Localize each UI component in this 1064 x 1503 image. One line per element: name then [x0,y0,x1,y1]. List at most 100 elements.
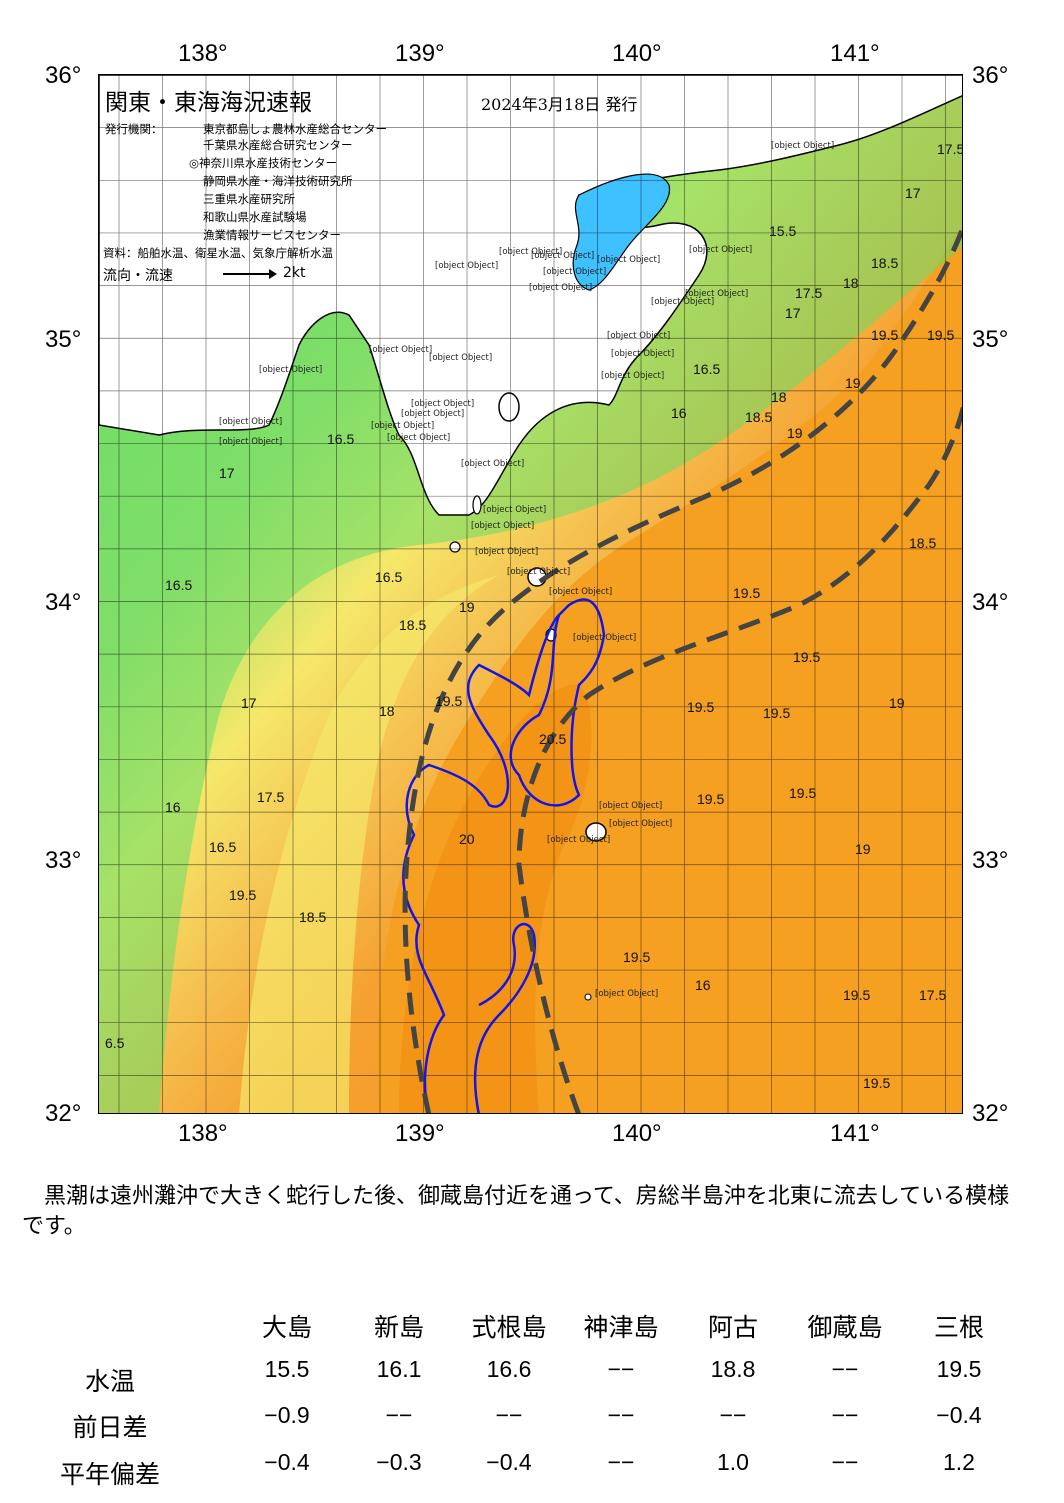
issuer-6: 和歌山県水産試験場 [203,210,307,224]
island-shikinejima [449,541,461,553]
place-omaezaki: [object Object] [219,437,283,447]
place-futtsu: [object Object] [597,255,661,265]
isotherm-label: 18.5 [299,909,327,925]
table-cell: −0.3 [376,1449,422,1475]
isotherm-label: 19 [855,841,871,857]
place-inatori: [object Object] [411,399,475,409]
table-cell: −0.4 [486,1449,532,1475]
place-mikura: [object Object] [573,633,637,643]
land-kanto [99,75,962,516]
isotherm-label: 17.5 [257,789,285,805]
place-kominato: [object Object] [651,297,715,307]
place-shimoda: [object Object] [401,409,465,419]
isotherm-label: 19.5 [733,585,761,601]
place-tsurugisaki: [object Object] [529,283,593,293]
lat-label-right-33: 33° [972,847,1009,874]
isotherm-label: 19 [459,599,475,615]
lon-label-top-138: 138° [178,40,228,67]
island-aogashima [584,993,592,1001]
mild-water-band [239,575,499,1113]
table-cell: 16.6 [486,1356,532,1382]
map-title: 関東・東海海況速報 [105,83,312,117]
lon-label-bottom-139: 139° [395,1120,445,1147]
isotherm-label: 19.5 [763,705,791,721]
table-cell: 15.5 [264,1356,310,1382]
place-odawara: [object Object] [435,261,499,271]
place-ohshima-hachijo: [object Object] [599,801,663,811]
lat-label-right-36: 36° [972,62,1009,89]
isotherm-label: 16.5 [209,839,237,855]
table-cell: −− [607,1402,635,1428]
lat-lon-grid [99,75,962,1113]
isotherm-label: 20 [459,831,475,847]
row-label: 平年偏差 [59,1460,160,1489]
isotherm-label: 18 [379,703,395,719]
place-shikinejima: [object Object] [471,521,535,531]
table-cell: 19.5 [936,1356,982,1382]
issuer-7: 漁業情報サービスセンター [203,228,341,242]
place-yaizu: [object Object] [259,365,323,375]
isotherm-label: 18.5 [909,535,937,551]
isotherm-label: 16 [695,977,711,993]
isotherm-label: 15.5 [769,223,797,239]
isotherm-label: 19.5 [789,785,817,801]
place-numazu: [object Object] [369,345,433,355]
map-title-text: 関東・東海海況速報 [105,90,312,116]
isotherm-label: 18.5 [399,617,427,633]
issue-date: 2024年3月18日 発行 [481,95,638,114]
table-cell: 1.0 [717,1449,749,1475]
summary-text: 黒潮は遠州灘沖で大きく蛇行した後、御蔵島付近を通って、房総半島沖を北東に流去して… [22,1184,1010,1239]
lon-label-top-140: 140° [612,40,662,67]
place-taitomisaki: [object Object] [689,245,753,255]
data-source: 資料：船舶水温、衛星水温、気象庁解析水温 [103,246,333,260]
issuer-3: ◎神奈川県水産技術センター [189,156,338,170]
lat-label-left-36: 36° [45,62,82,89]
col-header: 式根島 [471,1313,547,1342]
lat-label-left-33: 33° [45,847,82,874]
place-ito: [object Object] [429,353,493,363]
table-cell: 1.2 [943,1449,975,1475]
table-cell: −− [385,1402,413,1428]
place-jitokata: [object Object] [219,417,283,427]
table-cell: −− [607,1356,635,1382]
table-cell: −− [607,1449,635,1475]
island-oshima [498,392,520,422]
lat-label-right-35: 35° [972,326,1009,353]
row-label: 水温 [84,1367,135,1396]
isotherm-label: 18.5 [871,255,899,271]
table-cell: −− [719,1402,747,1428]
place-irozaki: [object Object] [387,433,451,443]
isotherm-label: 18 [843,275,859,291]
place-tateyama: [object Object] [607,331,671,341]
isotherm-label: 19.5 [793,649,821,665]
place-kumomi: [object Object] [371,421,435,431]
isotherm-label: 19.5 [229,887,257,903]
isotherm-20-loop [473,922,537,1113]
isotherm-label: 18 [771,389,787,405]
isotherm-label: 19 [845,375,861,391]
lon-label-bottom-140: 140° [612,1120,662,1147]
lon-label-top-141: 141° [830,40,880,67]
place-chikura: [object Object] [611,349,675,359]
issuer-2: 千葉県水産総合研究センター [203,138,353,152]
isotherm-label: 20.5 [539,731,567,747]
isotherm-label: 19.5 [435,693,463,709]
issuer-1: 東京都島しょ農林水産総合センター [203,122,387,136]
warm-water-core [399,684,592,1113]
col-header: 御蔵島 [807,1313,883,1342]
isotherm-label: 17.5 [937,141,963,157]
isotherm-label: 16.5 [693,361,721,377]
map-canvas [99,75,962,1113]
col-header: 大島 [261,1313,312,1342]
island-hachijojima [585,822,607,842]
sea-temperature-map: 関東・東海海況速報 2024年3月18日 発行 発行機関： 東京都島しょ農林水産… [98,74,963,1114]
place-aogashima: [object Object] [595,989,659,999]
isotherm-label: 16 [165,799,181,815]
lat-label-left-35: 35° [45,326,82,353]
lon-label-bottom-138: 138° [178,1120,228,1147]
isotherm-label: 17 [219,465,235,481]
place-niijima: [object Object] [483,505,547,515]
isotherm-label: 16.5 [327,431,355,447]
table-cell: 16.1 [376,1356,422,1382]
lon-label-bottom-141: 141° [830,1120,880,1147]
